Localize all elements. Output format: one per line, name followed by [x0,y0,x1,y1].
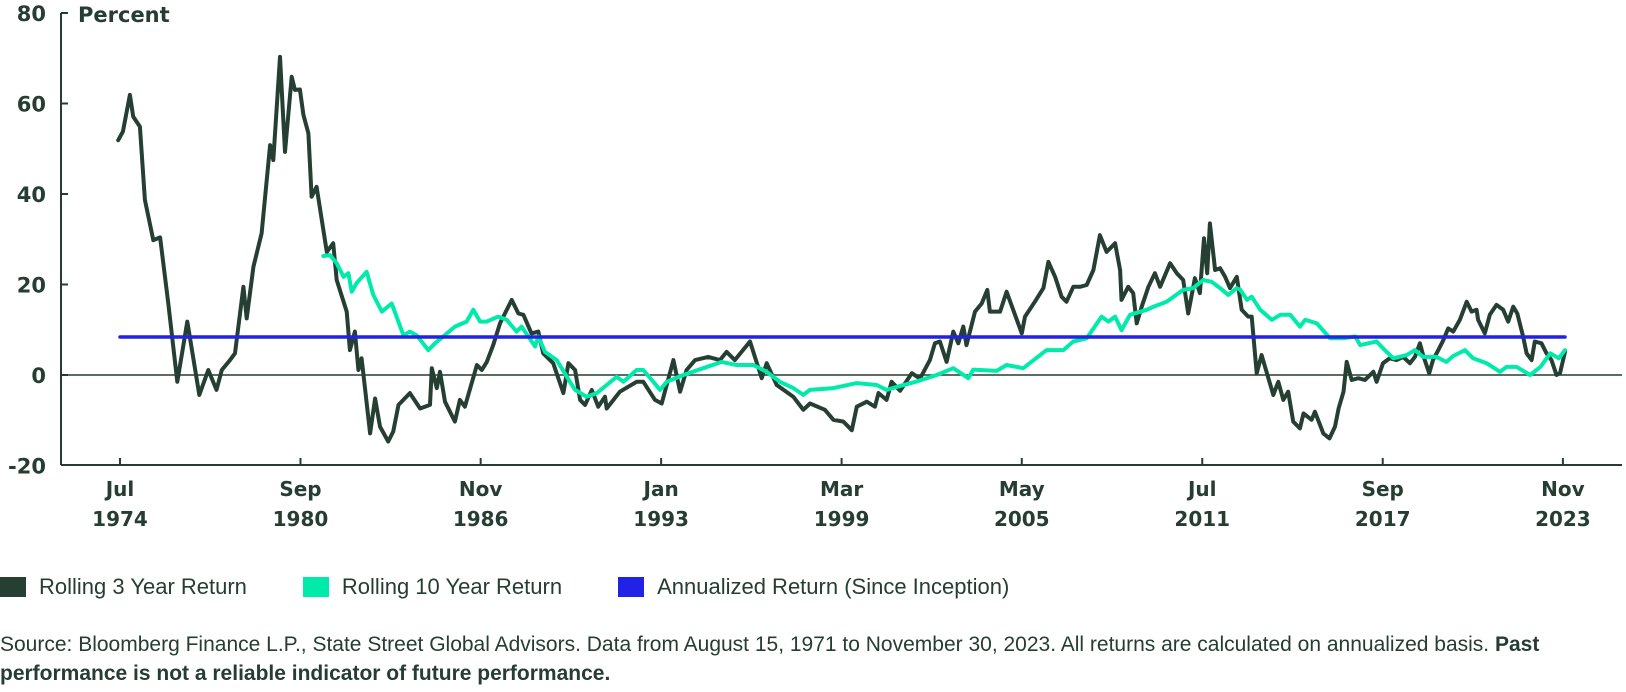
x-tick-month: Jan [642,477,679,501]
x-tick-month: Mar [820,477,863,501]
x-tick-month: May [999,477,1045,501]
legend-label: Rolling 10 Year Return [341,574,563,599]
disclaimer: Past performance is not a reliable indic… [0,633,1540,685]
legend-label: Annualized Return (Since Inception) [657,574,1010,599]
x-tick-year: 1974 [92,507,148,531]
x-tick-month: Nov [1541,477,1585,501]
y-tick-label: 80 [17,2,46,26]
x-tick-year: 1980 [273,507,329,531]
y-tick-label: 40 [17,183,46,207]
x-tick-month: Sep [1362,477,1404,501]
series-line-rolling-3-year [116,54,1567,444]
y-tick-label: 20 [17,274,46,298]
x-tick-month: Sep [279,477,321,501]
legend-swatch [0,577,26,597]
legend-item-annualized-return: Annualized Return (Since Inception) [618,574,1009,600]
legend-swatch [618,577,645,597]
source-note: Source: Bloomberg Finance L.P., State St… [0,630,1600,688]
line-chart: -20 0 20 40 60 80 Percent Jul 1974 Sep 1980 Nov 19… [8,2,1622,531]
series-line-rolling-10-year [321,253,1567,399]
y-axis-label: Percent [78,3,170,27]
y-tick-label: -20 [8,455,46,479]
y-tick-label: 0 [31,364,46,388]
legend: Rolling 3 Year Return Rolling 10 Year Re… [0,574,1065,600]
x-tick-year: 1986 [453,507,509,531]
x-tick-month: Nov [459,477,503,501]
x-tick-year: 2023 [1535,507,1591,531]
legend-item-rolling-10-year: Rolling 10 Year Return [302,574,563,600]
source-text: Source: Bloomberg Finance L.P., State St… [0,633,1490,656]
y-tick-label: 60 [17,93,46,117]
legend-swatch [302,577,329,597]
x-tick-month: Jul [104,477,135,501]
x-tick-month: Jul [1186,477,1217,501]
x-tick-year: 1993 [633,507,689,531]
legend-item-rolling-3-year: Rolling 3 Year Return [0,574,247,600]
x-tick-year: 1999 [814,507,870,531]
legend-label: Rolling 3 Year Return [39,574,247,599]
x-tick-year: 2011 [1174,507,1230,531]
x-tick-year: 2017 [1355,507,1411,531]
x-tick-year: 2005 [994,507,1050,531]
